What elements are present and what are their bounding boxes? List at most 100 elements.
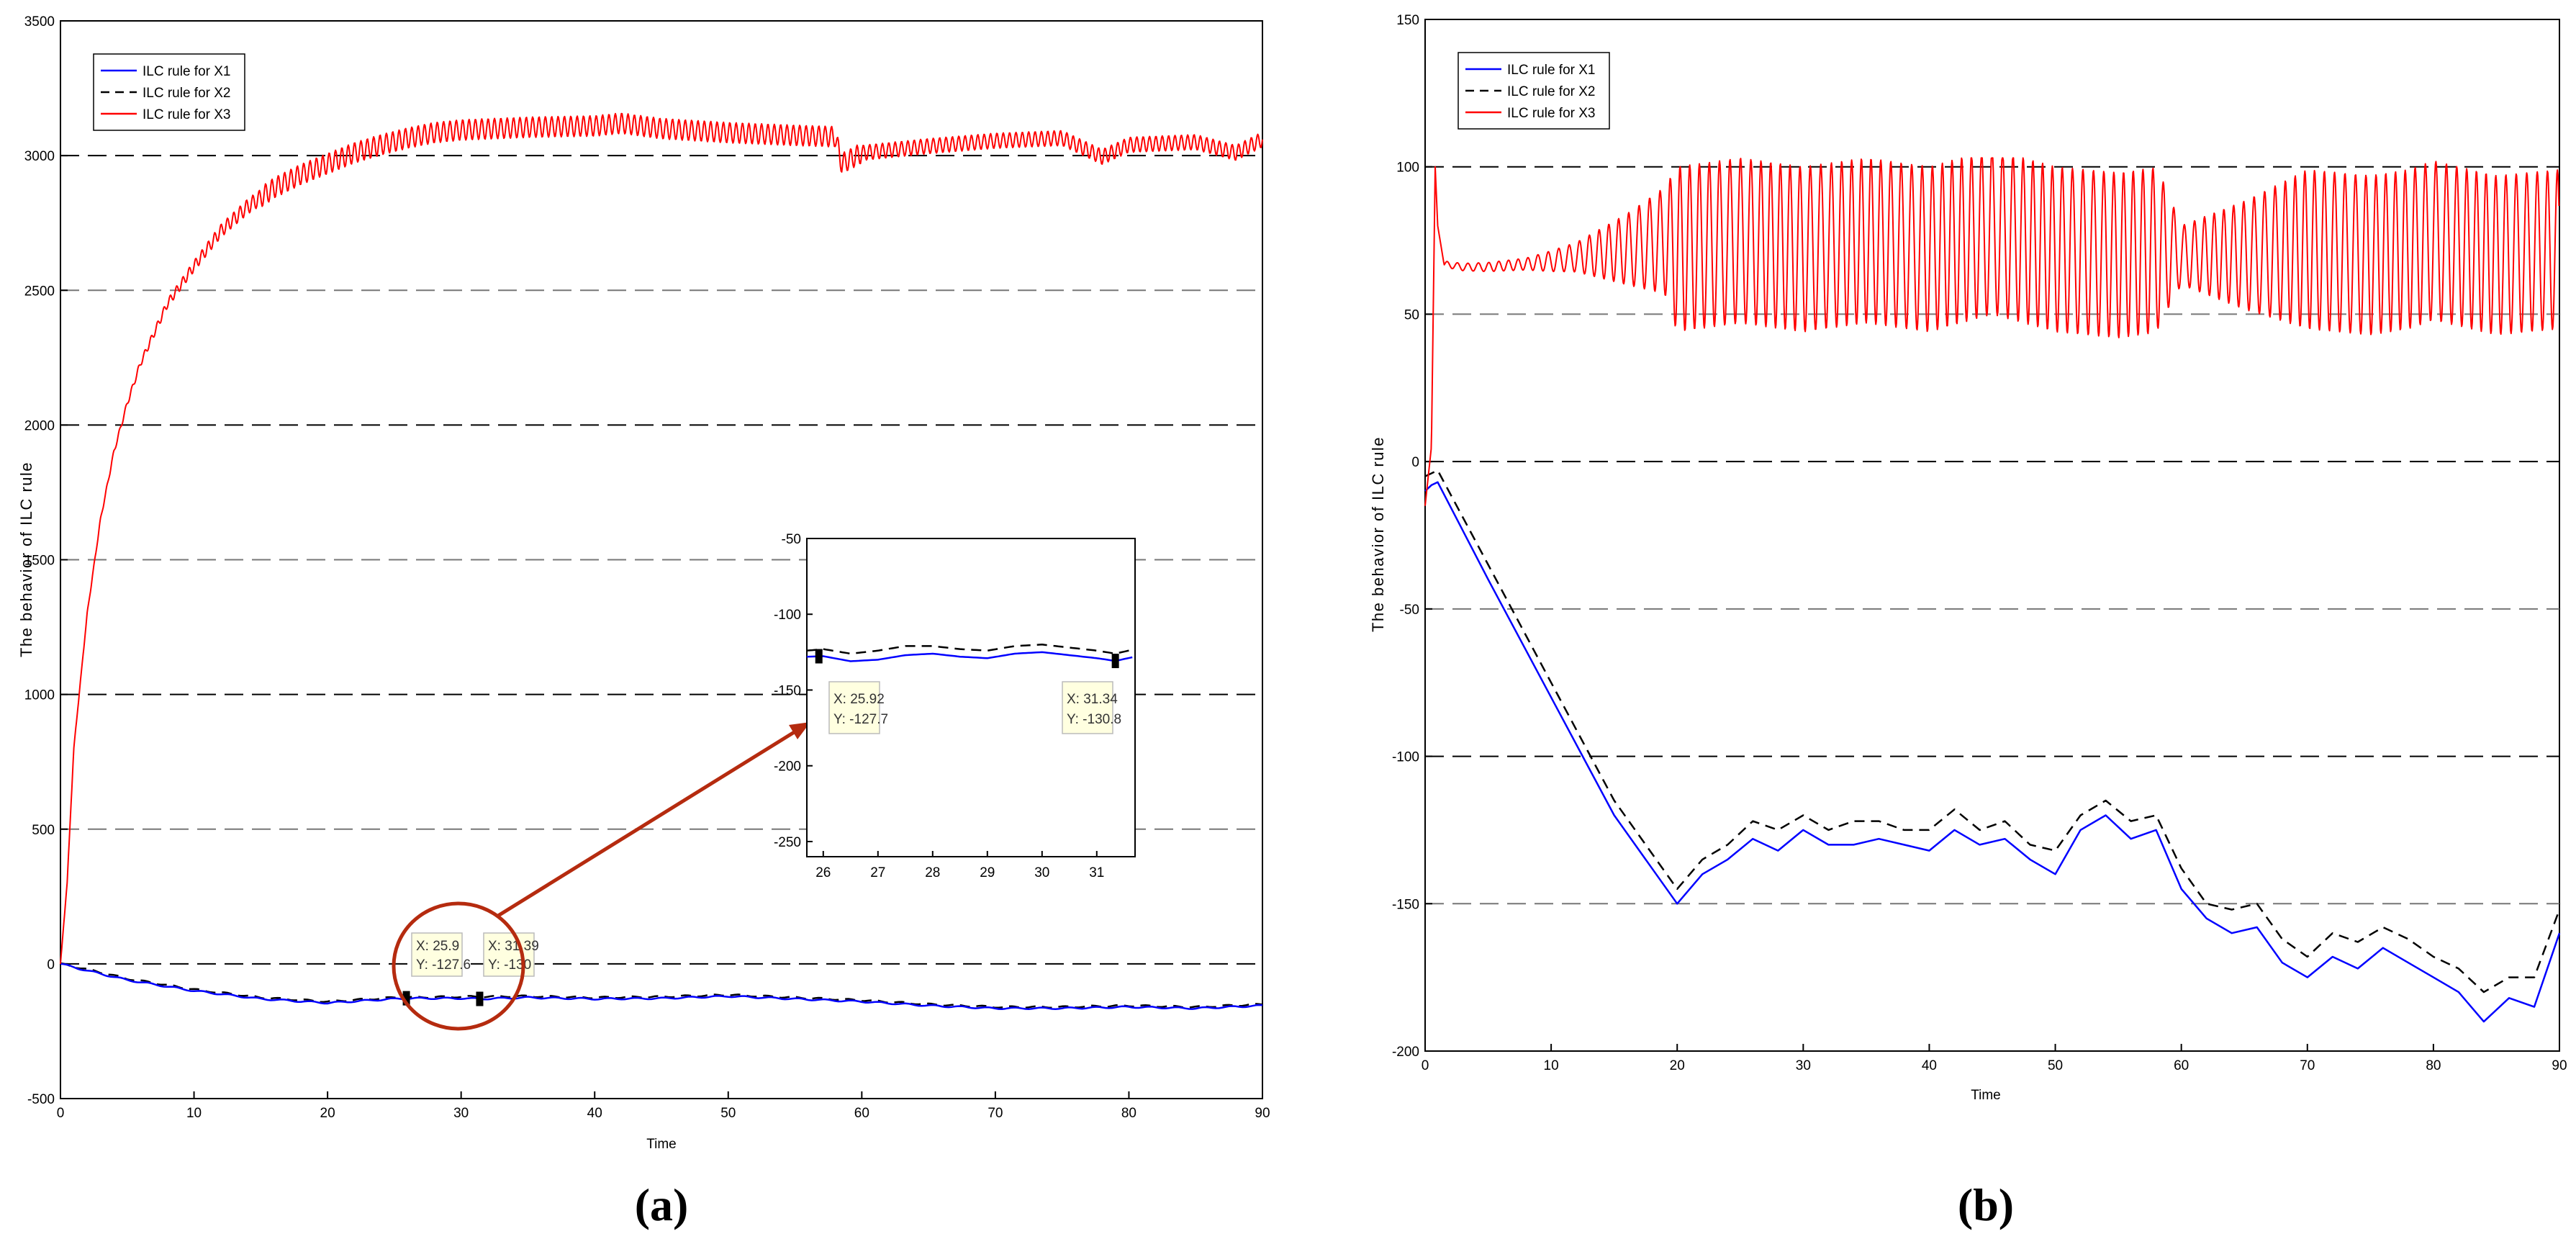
panel-a-y-tick-label: -500 <box>27 1092 55 1107</box>
panel-b-y-tick-label: 150 <box>1396 13 1419 28</box>
panel-a-x-tick-label: 50 <box>720 1106 736 1121</box>
inset-x-tick-label: 28 <box>925 865 940 880</box>
inset-x-tick-label: 30 <box>1034 865 1049 880</box>
panel-a-x-tick-label: 80 <box>1121 1106 1136 1121</box>
panel-b-plot-area <box>1424 19 2560 1052</box>
panel-b-y-ticks: -200 -150 -100 -50 0 50 100 150 <box>1392 13 1432 1060</box>
inset-x-tick-label: 31 <box>1089 865 1104 880</box>
panel-a-datatips: X: 25.9 Y: -127.6 X: 31.39 Y: -130 <box>402 932 539 1006</box>
panel-a-y-tick-label: 2000 <box>24 418 55 433</box>
inset-series-x1-line <box>806 651 1133 662</box>
panel-b-x-tick-label: 50 <box>2048 1058 2063 1073</box>
panel-a-y-tick-label: 1000 <box>24 688 55 703</box>
panel-b-x-axis-label: Time <box>1971 1088 2001 1103</box>
panel-b-y-tick-label: -50 <box>1400 603 1419 618</box>
inset-x-tick-label: 27 <box>870 865 885 880</box>
panel-b-y-tick-label: -200 <box>1392 1045 1419 1060</box>
panel-b-legend-entry: ILC rule for X3 <box>1507 106 1596 121</box>
panel-a-caption: (a) <box>635 1179 689 1230</box>
panel-b-x-tick-label: 40 <box>1922 1058 1937 1073</box>
inset-y-tick-label: -200 <box>774 760 801 775</box>
panel-a-legend: ILC rule for X1 ILC rule for X2 ILC rule f… <box>93 53 245 131</box>
panel-b-x-tick-label: 80 <box>2426 1058 2441 1073</box>
panel-a-x-tick-label: 40 <box>587 1106 602 1121</box>
panel-b-y-axis-label: The behavior of ILC rule <box>1369 436 1387 632</box>
panel-a-zoom-arrowhead <box>789 722 810 739</box>
panel-a-zoom-circle <box>392 901 525 1031</box>
panel-a-series-x3-line <box>60 112 1263 964</box>
inset-datatip-marker <box>1111 654 1119 669</box>
panel-b-y-tick-label: -150 <box>1392 897 1419 912</box>
panel-b-series-x2-line <box>1424 469 2561 993</box>
panel-b-x-tick-label: 30 <box>1796 1058 1811 1073</box>
panel-b-series-x3-line <box>1424 157 2560 506</box>
panel-a-x-tick-label: 60 <box>854 1106 869 1121</box>
panel-b-x-tick-label: 20 <box>1670 1058 1685 1073</box>
panel-a-datatip-y: Y: -130 <box>488 957 531 973</box>
panel-a-datatip-x: X: 31.39 <box>488 939 539 954</box>
panel-b-series-x1-line <box>1424 481 2561 1023</box>
inset-y-tick-label: -250 <box>774 835 801 850</box>
panel-a-legend-entry: ILC rule for X2 <box>143 86 231 101</box>
panel-b: -200 -150 -100 -50 0 50 100 150 0 10 20 30 40 50 60 70… <box>1369 13 2567 1230</box>
inset-datatip-x: X: 31.34 <box>1067 692 1118 707</box>
panel-b-y-tick-label: 50 <box>1404 307 1419 323</box>
inset-y-tick-label: -100 <box>774 608 801 623</box>
inset-datatip-y: Y: -130.8 <box>1067 712 1121 727</box>
panel-a-y-tick-label: 0 <box>47 957 55 973</box>
inset-datatip-marker <box>815 649 823 664</box>
panel-b-legend-entry: ILC rule for X2 <box>1507 84 1596 99</box>
panel-b-x-tick-label: 10 <box>1544 1058 1559 1073</box>
inset-x-tick-label: 26 <box>815 865 831 880</box>
panel-a-x-tick-label: 70 <box>988 1106 1003 1121</box>
inset-series-x2-line <box>806 644 1133 655</box>
panel-a-legend-entry: ILC rule for X1 <box>143 64 231 79</box>
panel-a-y-tick-label: 3000 <box>24 149 55 164</box>
panel-a-x-tick-label: 20 <box>320 1106 335 1121</box>
panel-b-legend: ILC rule for X1 ILC rule for X2 ILC rule f… <box>1458 52 1610 130</box>
panel-a-y-tick-label: 500 <box>32 823 55 838</box>
panel-b-caption: (b) <box>1958 1179 2014 1230</box>
panel-a-x-tick-label: 10 <box>186 1106 202 1121</box>
inset-datatip-y: Y: -127.7 <box>833 712 888 727</box>
panel-a-datatip-x: X: 25.9 <box>416 939 459 954</box>
panel-a-y-tick-label: 1500 <box>24 554 55 569</box>
panel-a-datatip-marker <box>476 991 484 1006</box>
panel-a-zoom-arrow <box>497 724 806 918</box>
panel-b-x-tick-label: 60 <box>2174 1058 2189 1073</box>
inset-datatip-box <box>1062 681 1113 734</box>
inset-y-tick-label: -50 <box>782 532 801 547</box>
panel-a-y-tick-label: 2500 <box>24 284 55 299</box>
panel-a-y-ticks: -500 0 500 1000 1500 2000 2500 3000 3500 <box>24 14 68 1107</box>
inset-y-tick-label: -150 <box>774 683 801 698</box>
panel-b-legend-entry: ILC rule for X1 <box>1507 63 1596 78</box>
panel-b-x-tick-label: 0 <box>1422 1058 1429 1073</box>
inset-datatip-x: X: 25.92 <box>833 692 885 707</box>
panel-a-x-tick-label: 30 <box>453 1106 469 1121</box>
panel-b-series <box>1424 157 2561 1023</box>
panel-a-x-tick-label: 0 <box>57 1106 65 1121</box>
panel-b-x-ticks: 0 10 20 30 40 50 60 70 80 90 <box>1422 1044 2567 1073</box>
panel-b-y-tick-label: 0 <box>1411 455 1419 470</box>
panel-a-y-axis-label: The behavior of ILC rule <box>17 461 35 657</box>
inset-datatip-box <box>828 681 880 734</box>
panel-a-y-tick-label: 3500 <box>24 14 55 30</box>
panel-a-series-x1-line <box>60 963 1263 1010</box>
panel-a-x-ticks: 0 10 20 30 40 50 60 70 80 90 <box>57 1091 1270 1121</box>
panel-a-series <box>60 112 1263 1010</box>
panel-a-inset: -50 -100 -150 -200 -250 26 27 28 29 30 31 X: 25.92 Y… <box>774 532 1136 880</box>
panel-b-y-tick-label: 100 <box>1396 161 1419 176</box>
inset-x-tick-label: 29 <box>980 865 995 880</box>
panel-b-x-tick-label: 90 <box>2552 1058 2567 1073</box>
panel-a-legend-entry: ILC rule for X3 <box>143 107 231 122</box>
panel-a-datatip-box <box>411 932 463 977</box>
panel-b-y-tick-label: -100 <box>1392 750 1419 765</box>
panel-a-x-tick-label: 90 <box>1255 1106 1270 1121</box>
panel-b-x-tick-label: 70 <box>2300 1058 2315 1073</box>
panel-a-datatip-y: Y: -127.6 <box>416 957 471 973</box>
panel-a-datatip-box <box>483 932 535 977</box>
panel-a-datatip-marker <box>402 991 410 1006</box>
panel-a-x-axis-label: Time <box>646 1137 677 1152</box>
